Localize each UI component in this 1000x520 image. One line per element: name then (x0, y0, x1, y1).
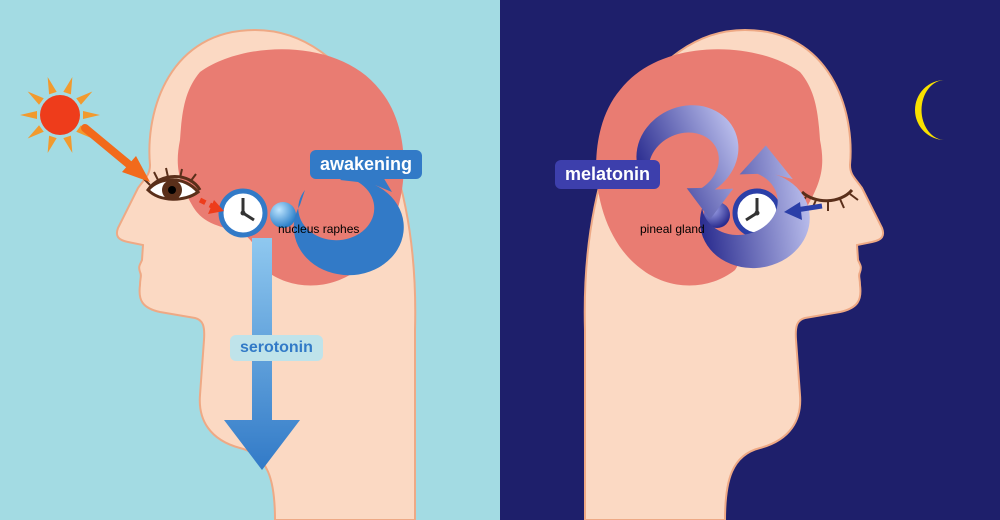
pineal-gland-label: pineal gland (640, 222, 705, 236)
day-svg (0, 0, 500, 520)
serotonin-label: serotonin (230, 335, 323, 361)
night-panel (500, 0, 1000, 520)
day-panel (0, 0, 500, 520)
diagram-root: awakening melatonin serotonin nucleus ra… (0, 0, 1000, 520)
melatonin-label: melatonin (555, 160, 660, 189)
nucleus-raphes-label: nucleus raphes (278, 222, 359, 236)
awakening-label: awakening (310, 150, 422, 179)
night-svg (500, 0, 1000, 520)
